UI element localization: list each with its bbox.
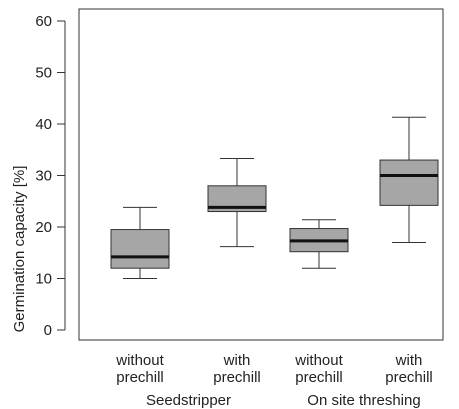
y-tick-label: 30 [35,168,52,185]
y-axis-title: Germination capacity [%] [11,166,28,333]
x-axis-labels: withoutprechillwithprechillwithoutprechi… [115,352,433,409]
category-label-line1: with [395,352,423,369]
category-label-line1: without [115,352,164,369]
box-iqr [379,159,439,206]
box-4 [379,116,439,243]
group-label: On site threshing [307,392,420,409]
category-label-line1: without [294,352,343,369]
boxes [110,116,439,279]
category-label-line1: with [223,352,251,369]
box-2 [207,158,267,248]
box-iqr [110,229,170,269]
y-tick-label: 10 [35,271,52,288]
category-label-line2: prechill [385,369,433,386]
y-tick-label: 50 [35,65,52,82]
box-1 [110,206,170,279]
category-label-line2: prechill [116,369,164,386]
category-label-line2: prechill [213,369,261,386]
y-tick-label: 20 [35,219,52,236]
y-tick-label: 60 [35,13,52,30]
plot-frame [78,8,444,341]
y-tick-label: 0 [44,322,52,339]
box-3 [289,219,349,269]
group-label: Seedstripper [146,392,231,409]
category-label-line2: prechill [295,369,343,386]
y-tick-label: 40 [35,116,52,133]
y-axis: 0 10 20 30 40 50 60 [35,13,66,339]
